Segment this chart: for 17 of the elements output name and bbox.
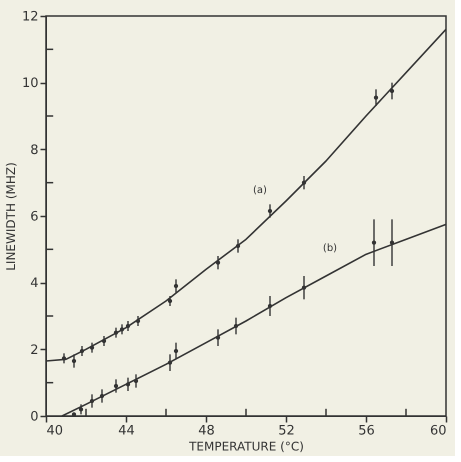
annotation: (b)	[322, 243, 338, 254]
y-tick-label: 6	[30, 210, 38, 224]
x-tick-label: 60	[430, 424, 446, 438]
x-axis-title: TEMPERATURE (°C)	[188, 440, 304, 454]
y-tick-label: 10	[22, 76, 38, 92]
x-tick-label: 48	[198, 424, 215, 438]
y-tick-label: 4	[30, 276, 38, 292]
y-tick-label: 8	[30, 142, 38, 158]
x-tick-label: 56	[358, 424, 375, 438]
y-tick-label: 12	[22, 10, 38, 24]
x-tick-label: 44	[118, 424, 135, 438]
x-tick-label: 52	[278, 424, 295, 438]
y-tick-label: 0	[30, 410, 38, 424]
x-tick-label: 40	[46, 424, 64, 438]
y-axis-title: LINEWIDTH (MHZ)	[4, 162, 18, 271]
annotation: (a)	[253, 185, 268, 196]
y-tick-label: 2	[30, 342, 38, 358]
